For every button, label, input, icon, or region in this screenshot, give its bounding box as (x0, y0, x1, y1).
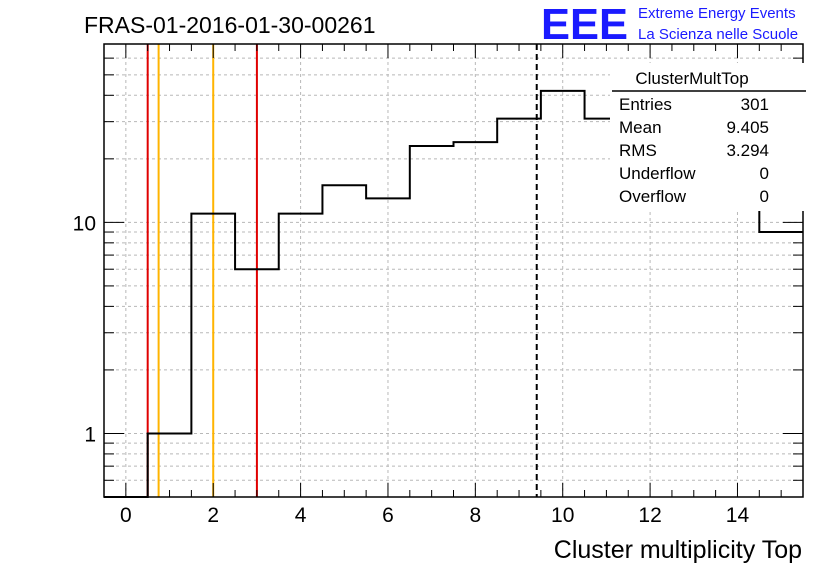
x-tick-label: 8 (470, 504, 482, 527)
stats-row-label: Overflow (619, 187, 687, 206)
stats-row-label: Underflow (619, 164, 696, 183)
stats-rows: Entries 301 Mean 9.405 RMS 3.294 Underflow 0 Ove… (619, 95, 769, 206)
eee-logo-icon: EEE (541, 0, 628, 49)
x-axis-label: Cluster multiplicity Top (554, 536, 802, 564)
y-tick-label: 1 (84, 423, 96, 446)
stats-row-value: 9.405 (726, 118, 769, 137)
x-tick-label: 4 (295, 504, 307, 527)
stats-row-label: Entries (619, 95, 672, 114)
stats-box: ClusterMultTop Entries 301 Mean 9.405 RMS 3.2… (610, 63, 806, 211)
logo-line-2: La Scienza nelle Scuole (638, 26, 798, 43)
stats-row-label: Mean (619, 118, 662, 137)
grid-lines (104, 43, 803, 498)
stats-row-value: 3.294 (726, 141, 769, 160)
run-title: FRAS-01-2016-01-30-00261 (84, 12, 376, 38)
tick-labels: 0 2 4 6 8 10 12 14 1 10 (73, 212, 750, 527)
y-tick-label: 10 (73, 212, 96, 235)
stats-row-value: 301 (741, 95, 769, 114)
x-tick-label: 0 (120, 504, 132, 527)
stats-row-value: 0 (760, 187, 769, 206)
stats-row-value: 0 (760, 164, 769, 183)
histogram-bin-9 (497, 119, 541, 497)
histogram-bin-7 (410, 146, 454, 497)
x-tick-label: 2 (207, 504, 219, 527)
x-tick-label: 12 (638, 504, 661, 527)
x-tick-label: 14 (726, 504, 750, 527)
logo-line-1: Extreme Energy Events (638, 5, 796, 22)
histogram-bin-15 (759, 232, 803, 497)
stats-title: ClusterMultTop (635, 69, 748, 88)
x-tick-label: 10 (551, 504, 574, 527)
x-tick-label: 6 (382, 504, 394, 527)
marker-lines (146, 44, 538, 497)
stats-row-label: RMS (619, 141, 657, 160)
